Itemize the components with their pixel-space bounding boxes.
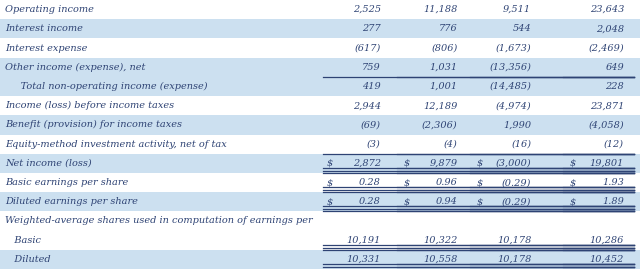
Text: 9,879: 9,879 <box>429 159 458 168</box>
Text: Diluted earnings per share: Diluted earnings per share <box>5 197 138 206</box>
Text: 23,643: 23,643 <box>589 5 624 14</box>
Text: 10,452: 10,452 <box>589 255 624 264</box>
Text: Interest income: Interest income <box>5 24 83 33</box>
Text: 9,511: 9,511 <box>503 5 531 14</box>
Text: Operating income: Operating income <box>5 5 94 14</box>
Bar <box>0 192 640 211</box>
Text: (0.29): (0.29) <box>502 178 531 187</box>
Text: 649: 649 <box>605 63 624 72</box>
Text: Benefit (provision) for income taxes: Benefit (provision) for income taxes <box>5 120 182 129</box>
Text: (806): (806) <box>431 44 458 52</box>
Text: 10,178: 10,178 <box>497 236 531 245</box>
Bar <box>0 173 640 192</box>
Text: 228: 228 <box>605 82 624 91</box>
Text: (3,000): (3,000) <box>495 159 531 168</box>
Bar <box>0 0 640 19</box>
Text: (3): (3) <box>367 140 381 148</box>
Text: $: $ <box>403 197 410 206</box>
Text: 1,990: 1,990 <box>503 121 531 129</box>
Bar <box>0 77 640 96</box>
Bar <box>0 96 640 115</box>
Text: (12): (12) <box>604 140 624 148</box>
Text: $: $ <box>570 197 576 206</box>
Text: 0.96: 0.96 <box>436 178 458 187</box>
Text: 1.89: 1.89 <box>602 197 624 206</box>
Text: 1.93: 1.93 <box>602 178 624 187</box>
Text: Weighted-average shares used in computation of earnings per: Weighted-average shares used in computat… <box>5 217 313 225</box>
Text: 2,944: 2,944 <box>353 101 381 110</box>
Text: (2,306): (2,306) <box>422 121 458 129</box>
Bar <box>0 19 640 38</box>
Text: (69): (69) <box>361 121 381 129</box>
Text: 10,191: 10,191 <box>346 236 381 245</box>
Text: 419: 419 <box>362 82 381 91</box>
Text: 0.94: 0.94 <box>436 197 458 206</box>
Text: 0.28: 0.28 <box>359 197 381 206</box>
Bar <box>0 38 640 58</box>
Text: (0.29): (0.29) <box>502 197 531 206</box>
Bar <box>0 58 640 77</box>
Text: 1,031: 1,031 <box>429 63 458 72</box>
Bar <box>0 231 640 250</box>
Text: Diluted: Diluted <box>5 255 51 264</box>
Text: Other income (expense), net: Other income (expense), net <box>5 63 145 72</box>
Text: $: $ <box>570 178 576 187</box>
Text: $: $ <box>403 178 410 187</box>
Text: 0.28: 0.28 <box>359 178 381 187</box>
Text: 277: 277 <box>362 24 381 33</box>
Text: $: $ <box>570 159 576 168</box>
Text: (4,974): (4,974) <box>495 101 531 110</box>
Text: (13,356): (13,356) <box>490 63 531 72</box>
Text: (2,469): (2,469) <box>588 44 624 52</box>
Text: Basic earnings per share: Basic earnings per share <box>5 178 129 187</box>
Bar <box>0 211 640 231</box>
Text: 759: 759 <box>362 63 381 72</box>
Text: $: $ <box>326 159 333 168</box>
Text: 776: 776 <box>439 24 458 33</box>
Text: 1,001: 1,001 <box>429 82 458 91</box>
Text: (14,485): (14,485) <box>490 82 531 91</box>
Text: (4): (4) <box>444 140 458 148</box>
Text: $: $ <box>326 178 333 187</box>
Text: $: $ <box>403 159 410 168</box>
Text: 10,322: 10,322 <box>423 236 458 245</box>
Text: 12,189: 12,189 <box>423 101 458 110</box>
Text: $: $ <box>326 197 333 206</box>
Text: 2,048: 2,048 <box>596 24 624 33</box>
Text: 10,331: 10,331 <box>346 255 381 264</box>
Text: 11,188: 11,188 <box>423 5 458 14</box>
Text: Income (loss) before income taxes: Income (loss) before income taxes <box>5 101 174 110</box>
Text: 19,801: 19,801 <box>589 159 624 168</box>
Text: (16): (16) <box>511 140 531 148</box>
Bar <box>0 115 640 134</box>
Text: Net income (loss): Net income (loss) <box>5 159 92 168</box>
Text: (617): (617) <box>355 44 381 52</box>
Text: Total non-operating income (expense): Total non-operating income (expense) <box>5 82 207 91</box>
Text: 10,558: 10,558 <box>423 255 458 264</box>
Text: $: $ <box>477 197 483 206</box>
Text: (4,058): (4,058) <box>588 121 624 129</box>
Text: 544: 544 <box>513 24 531 33</box>
Text: Basic: Basic <box>5 236 41 245</box>
Text: (1,673): (1,673) <box>495 44 531 52</box>
Text: 23,871: 23,871 <box>589 101 624 110</box>
Text: 10,286: 10,286 <box>589 236 624 245</box>
Text: $: $ <box>477 159 483 168</box>
Text: Equity-method investment activity, net of tax: Equity-method investment activity, net o… <box>5 140 227 148</box>
Text: 10,178: 10,178 <box>497 255 531 264</box>
Bar <box>0 250 640 269</box>
Text: 2,872: 2,872 <box>353 159 381 168</box>
Text: Interest expense: Interest expense <box>5 44 88 52</box>
Text: 2,525: 2,525 <box>353 5 381 14</box>
Bar <box>0 154 640 173</box>
Bar <box>0 134 640 154</box>
Text: $: $ <box>477 178 483 187</box>
